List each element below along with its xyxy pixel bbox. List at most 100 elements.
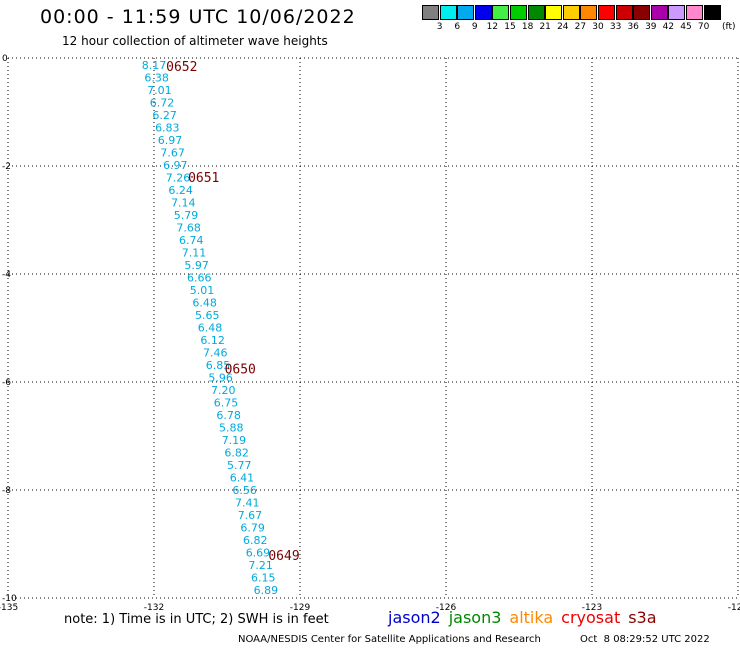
wave-height-value: 7.46 — [203, 346, 228, 359]
x-tick-label: -120 — [728, 603, 740, 613]
wave-height-value: 5.79 — [174, 209, 199, 222]
wave-height-value: 6.48 — [198, 321, 223, 334]
y-tick-label: -10 — [2, 594, 17, 604]
wave-height-value: 5.96 — [208, 371, 233, 384]
scale-label: 21 — [539, 22, 551, 32]
chart-title: 00:00 - 11:59 UTC 10/06/2022 — [40, 6, 356, 28]
wave-height-value: 5.01 — [190, 284, 215, 297]
y-tick-label: 0 — [2, 54, 8, 64]
x-tick-label: -123 — [582, 603, 602, 613]
wave-height-value: 6.97 — [163, 159, 188, 172]
wave-height-value: 6.27 — [152, 109, 177, 122]
legend-cryosat: cryosat — [561, 608, 621, 627]
wave-height-value: 5.88 — [219, 421, 244, 434]
scale-swatch — [545, 5, 563, 20]
scale-label: 70 — [697, 22, 710, 32]
wave-height-value: 6.66 — [187, 271, 212, 284]
wave-height-value: 6.12 — [200, 334, 225, 347]
scale-label: 30 — [592, 22, 604, 32]
scale-swatch — [510, 5, 527, 20]
wave-height-value: 7.01 — [147, 84, 172, 97]
wave-height-value: 5.65 — [195, 309, 220, 322]
wave-height-value: 7.20 — [211, 384, 236, 397]
wave-height-value: 6.83 — [155, 122, 180, 135]
scale-label: 36 — [627, 22, 639, 32]
scale-label: 18 — [521, 22, 534, 32]
scale-swatch — [686, 5, 703, 20]
footer-note: note: 1) Time is in UTC; 2) SWH is in fe… — [64, 612, 329, 627]
scale-swatch — [422, 5, 439, 20]
scale-swatch — [633, 5, 651, 20]
wave-height-value: 5.97 — [184, 259, 209, 272]
wave-height-value: 6.15 — [251, 571, 276, 584]
legend-altika: altika — [509, 608, 554, 627]
scale-swatch — [668, 5, 686, 20]
satellite-legend: jason2 jason3 altika cryosat s3a — [388, 608, 665, 627]
wave-height-value: 6.69 — [246, 546, 271, 559]
map-grid — [7, 57, 739, 599]
x-tick-label: -135 — [0, 603, 18, 613]
legend-jason3: jason3 — [448, 608, 502, 627]
wave-height-value: 6.74 — [179, 234, 204, 247]
scale-swatch — [439, 5, 457, 20]
wave-height-value: 6.41 — [230, 471, 255, 484]
wave-height-value: 7.21 — [248, 559, 273, 572]
pass-time-label: 0650 — [225, 363, 256, 378]
scale-label: 9 — [471, 22, 478, 32]
y-tick-label: -2 — [2, 162, 11, 172]
scale-swatch — [457, 5, 475, 20]
scale-label: 24 — [557, 22, 569, 32]
scale-swatch — [650, 5, 668, 20]
x-tick-label: -132 — [144, 603, 164, 613]
wave-height-value: 6.89 — [254, 584, 279, 597]
wave-height-value: 6.82 — [243, 534, 268, 547]
pass-time-labels: 0652 0651 0650 0649 — [166, 60, 300, 564]
pass-time-label: 0652 — [166, 60, 197, 75]
wave-height-value: 6.79 — [240, 521, 265, 534]
wave-height-value: 7.14 — [171, 196, 196, 209]
scale-swatch — [703, 5, 721, 20]
scale-label: 45 — [680, 22, 692, 32]
scale-swatch — [580, 5, 598, 20]
scale-label: 6 — [454, 22, 461, 32]
wave-height-value: 6.24 — [168, 184, 193, 197]
wave-height-value: 7.19 — [222, 434, 247, 447]
scale-swatch — [615, 5, 633, 20]
wave-height-value: 5.77 — [227, 459, 252, 472]
pass-time-label: 0649 — [268, 549, 299, 564]
scale-label: 12 — [486, 22, 499, 32]
y-tick-label: -6 — [2, 378, 11, 388]
wave-height-value: 6.38 — [144, 72, 169, 85]
wave-height-value: 6.97 — [158, 134, 183, 147]
wave-height-value: 8.17 — [142, 59, 167, 72]
scale-swatch — [492, 5, 510, 20]
wave-height-value: 7.67 — [160, 147, 185, 160]
wave-height-value: 6.82 — [224, 446, 249, 459]
map-axis-ticks: -135 -132 -129 -126 -123 -120 0 -2 -4 -6 -8 -10 — [0, 54, 740, 613]
credit-timestamp: Oct 8 08:29:52 UTC 2022 — [580, 634, 710, 645]
x-tick-label: -129 — [290, 603, 311, 613]
legend-s3a: s3a — [628, 608, 657, 627]
scale-unit: (ft) — [722, 22, 736, 32]
wave-height-value: 6.75 — [214, 396, 239, 409]
wave-height-track: 8.176.387.016.726.276.836.977.676.977.26… — [142, 59, 278, 597]
wave-height-value: 6.85 — [206, 359, 231, 372]
wave-height-value: 6.56 — [232, 484, 257, 497]
credit-organization: NOAA/NESDIS Center for Satellite Applica… — [238, 634, 541, 645]
wave-height-value: 7.41 — [235, 496, 260, 509]
wave-height-value: 7.11 — [182, 246, 207, 259]
wave-height-value: 6.72 — [150, 97, 175, 110]
scale-label: 3 — [436, 22, 443, 32]
scale-swatch — [562, 5, 580, 20]
scale-label: 39 — [645, 22, 657, 32]
chart-subtitle: 12 hour collection of altimeter wave hei… — [62, 34, 328, 48]
y-tick-label: -4 — [2, 270, 11, 280]
scale-label: 33 — [609, 22, 622, 32]
scale-swatch — [598, 5, 615, 20]
wave-height-value: 7.26 — [166, 171, 191, 184]
y-tick-label: -8 — [2, 486, 11, 496]
wave-height-value: 6.78 — [216, 409, 241, 422]
wave-height-value: 7.68 — [176, 221, 201, 234]
x-tick-label: -126 — [436, 603, 457, 613]
